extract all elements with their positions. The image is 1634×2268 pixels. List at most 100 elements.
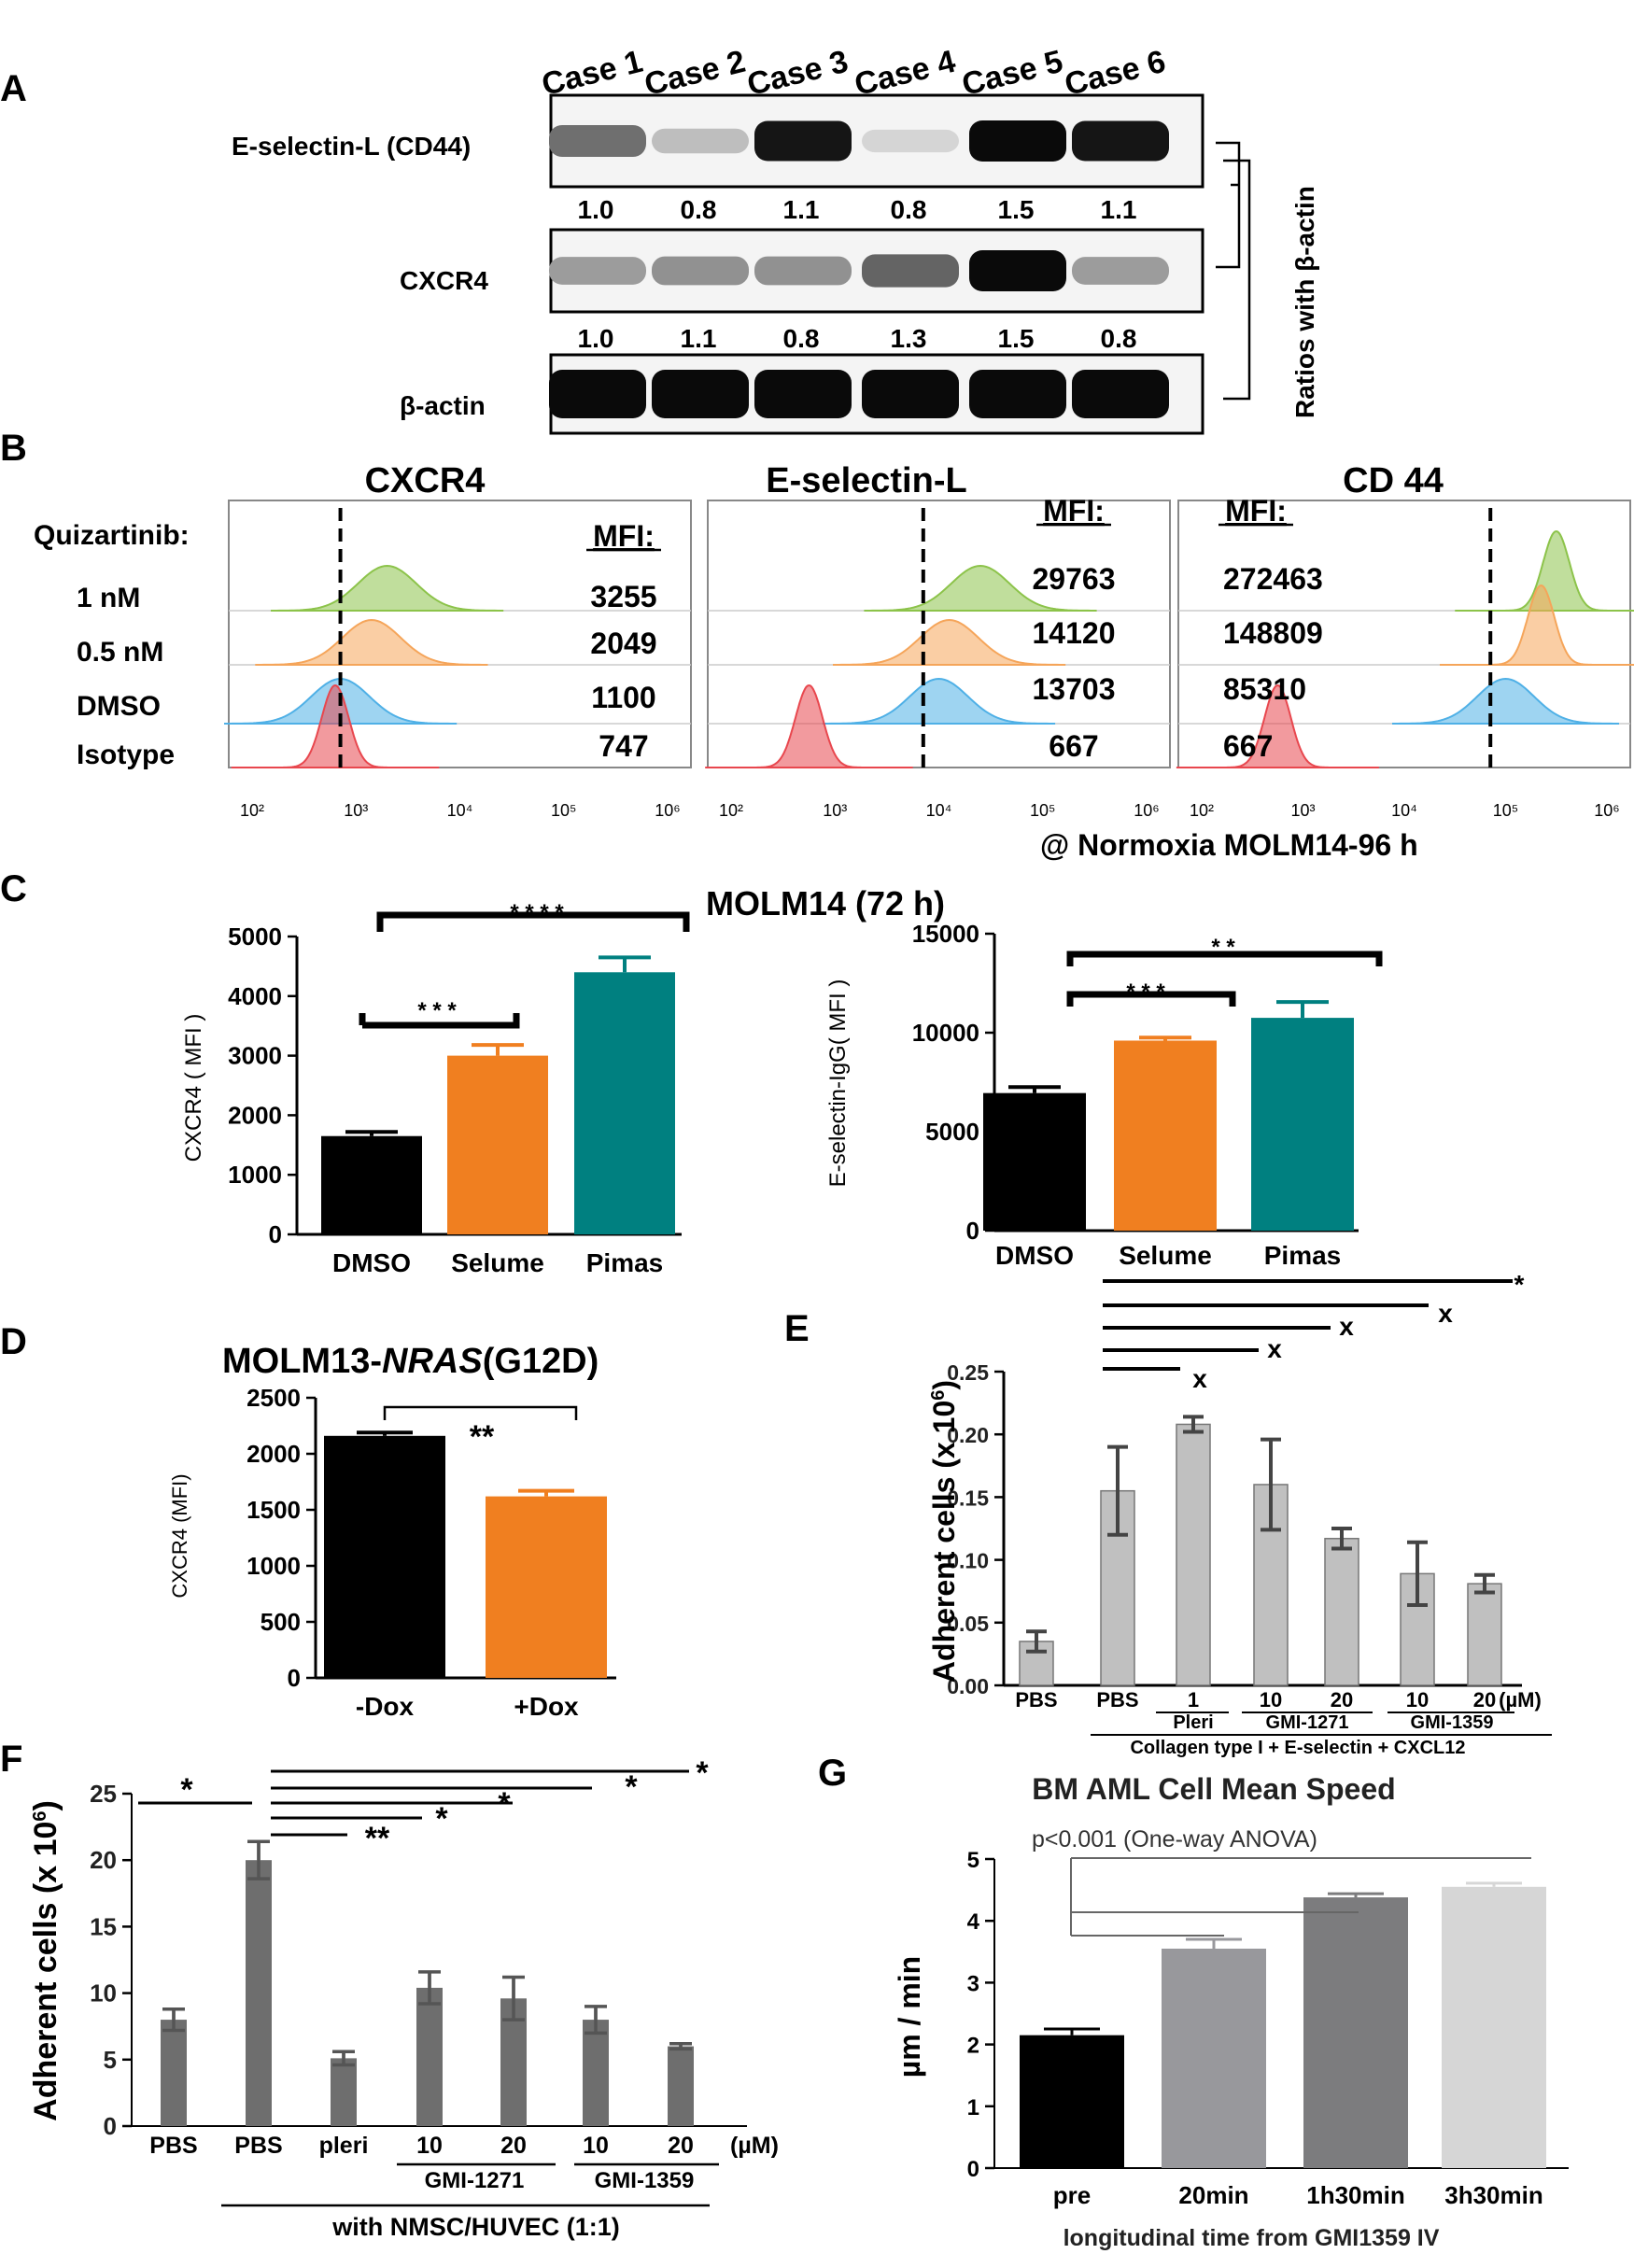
bar (416, 1987, 443, 2126)
blot-band (652, 370, 749, 418)
x-tick-label: PBS (234, 2133, 282, 2159)
y-tick-label: 0.25 (947, 1360, 989, 1385)
mfi-value: 272463 (1223, 562, 1323, 596)
x-tick-label: 10² (719, 801, 743, 820)
panel-d: MOLM13-NRAS(G12D) 0 500 1000 1500 2000 2500 -Do… (168, 1342, 616, 1721)
ratio-value: 1.3 (891, 324, 927, 353)
y-tick-label: 0 (967, 2157, 979, 2182)
panel-b-footer: @ Normoxia MOLM14-96 h (1040, 828, 1418, 862)
mfi-value: 1100 (591, 681, 655, 714)
sig-label: * (1514, 1270, 1525, 1299)
histogram-curve (1176, 683, 1379, 768)
blot-band (652, 128, 749, 154)
histogram-curve (864, 564, 1097, 612)
panel-c-right: 0 5000 10000 15000 DMSO Selume Pimas E-selectin… (825, 920, 1383, 1270)
row-label: DMSO (77, 691, 161, 722)
row-label: 0.5 nM (77, 637, 163, 668)
ratio-value: 0.8 (1101, 324, 1137, 353)
blot-label-actin: β-actin (400, 391, 486, 420)
sig-bracket (383, 1405, 578, 1420)
blot-band (549, 257, 646, 285)
x-tick-label: 10 (1260, 1688, 1282, 1712)
sig-label: * (498, 1786, 511, 1822)
histogram-title: CD 44 (1343, 461, 1444, 500)
sig-label: * * (1211, 935, 1235, 960)
blot-band (862, 129, 959, 153)
panel-g-title: BM AML Cell Mean Speed (1032, 1772, 1395, 1806)
bar (447, 1055, 548, 1234)
y-tick-label: 0.10 (947, 1549, 989, 1573)
bar (331, 2058, 357, 2126)
y-axis-label: E-selectin-IgG( MFI ) (825, 979, 851, 1188)
x-tick-label: 20 (1331, 1688, 1353, 1712)
y-tick-label: 0.15 (947, 1486, 989, 1510)
x-tick-label: Pimas (1264, 1241, 1342, 1270)
x-tick-label: 10⁴ (447, 801, 473, 820)
blot-band (862, 254, 959, 288)
histogram-curve (705, 683, 913, 768)
histogram-frame (228, 500, 692, 768)
sig-label: * (625, 1769, 638, 1805)
x-tick-label: 10⁶ (655, 801, 680, 820)
mfi-header: MFI: (593, 519, 655, 553)
mfi-value: 85310 (1223, 672, 1306, 706)
sig-label: * * * (1126, 979, 1165, 1005)
bar (246, 1860, 272, 2126)
x-tick-label: PBS (1015, 1688, 1057, 1712)
x-tick-label: PBS (149, 2133, 197, 2159)
panel-e-footer: Collagen type I + E-selectin + CXCL12 (1130, 1738, 1465, 1758)
y-tick-label: 0 (966, 1217, 979, 1245)
x-tick-label: 1h30min (1306, 2181, 1405, 2209)
blot-band (862, 370, 959, 418)
x-tick-label: 10⁵ (1493, 801, 1518, 820)
sig-label: * (180, 1772, 193, 1808)
y-tick-label: 20 (90, 1846, 117, 1874)
histogram-curve (1455, 529, 1634, 612)
mfi-value: 13703 (1033, 672, 1116, 706)
ratio-value: 1.1 (783, 195, 820, 224)
group-label: Pleri (1173, 1712, 1213, 1733)
x-tick-label: 10⁵ (1030, 801, 1055, 820)
ratio-value: 1.5 (998, 195, 1035, 224)
x-tick-label: 3h30min (1444, 2181, 1543, 2209)
ratio-value: 1.1 (1101, 195, 1137, 224)
sig-label: * * * * (510, 900, 564, 925)
sig-bracket (1066, 951, 1383, 966)
mfi-value: 29763 (1033, 562, 1116, 596)
mfi-value: 148809 (1223, 616, 1323, 650)
anova-annotation: p<0.001 (One-way ANOVA) (1032, 1826, 1317, 1852)
y-tick-label: 15000 (912, 920, 979, 948)
y-axis-label: µm / min (893, 1956, 926, 2078)
x-tick-label: 20min (1178, 2181, 1248, 2209)
mfi-value: 667 (1049, 729, 1098, 763)
sig-label: * (435, 1801, 448, 1837)
y-tick-label: 4 (967, 1909, 980, 1935)
bar (1020, 2035, 1124, 2168)
blot-band (1072, 370, 1169, 418)
bar (1176, 1423, 1211, 1686)
blot-band (969, 370, 1066, 418)
x-axis-label: longitudinal time from GMI1359 IV (1064, 2225, 1440, 2251)
blot-band (1072, 257, 1169, 285)
bar (983, 1092, 1086, 1231)
ratio-value: 1.1 (681, 324, 717, 353)
bar (1303, 1897, 1408, 2168)
panel-f-footer: with NMSC/HUVEC (1:1) (331, 2213, 620, 2241)
histogram-curve (231, 683, 440, 768)
sig-label: ** (470, 1419, 495, 1455)
y-tick-label: 500 (261, 1608, 301, 1636)
ratio-value: 0.8 (891, 195, 927, 224)
mfi-header: MFI: (1043, 494, 1105, 528)
bar (1467, 1583, 1502, 1686)
quizartinib-label: Quizartinib: (34, 520, 190, 551)
x-tick-label: 10 (583, 2133, 609, 2159)
blot-band (652, 256, 749, 286)
panel-letter-d: D (0, 1321, 27, 1362)
x-tick-label: 10³ (1290, 801, 1315, 820)
y-tick-label: 1000 (247, 1552, 301, 1580)
blot-band (754, 120, 852, 162)
y-tick-label: 1 (967, 2095, 979, 2120)
histogram-curve (255, 618, 488, 666)
sig-bracket (1066, 991, 1236, 1007)
bar (583, 2020, 609, 2126)
